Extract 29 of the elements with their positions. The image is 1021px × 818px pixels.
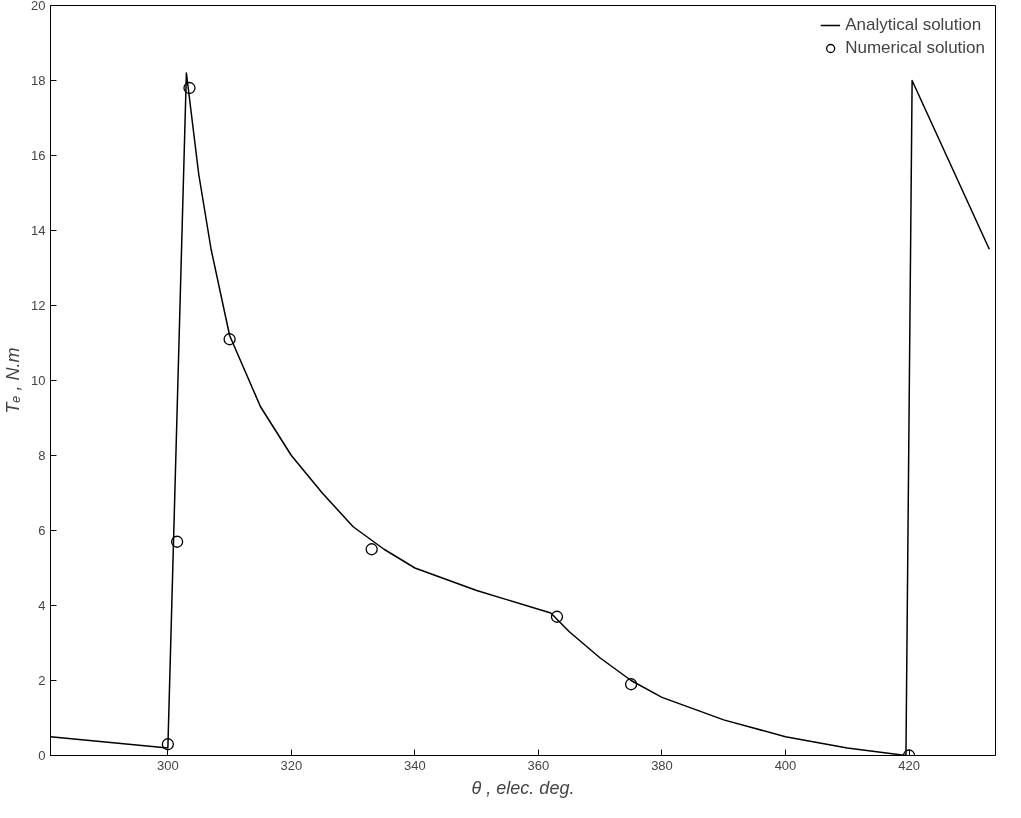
x-tick-label: 340 — [404, 757, 426, 773]
point — [365, 543, 378, 556]
point — [624, 678, 638, 691]
point — [170, 535, 184, 548]
y-tick-label: 12 — [31, 298, 46, 313]
y-tick-label: 10 — [31, 373, 46, 388]
y-tick-label: 0 — [38, 748, 46, 763]
y-tick-label: 6 — [38, 523, 46, 538]
y-tick-label: 14 — [31, 223, 46, 238]
legend-label: Numerical solution — [845, 38, 985, 58]
x-tick-label: 380 — [651, 757, 673, 773]
legend-label: Analytical solution — [845, 15, 982, 35]
y-tick-label: 16 — [31, 148, 46, 163]
y-tick-label: 4 — [38, 598, 46, 613]
y-tick-label: 20 — [31, 0, 46, 13]
y-tick-label: 8 — [38, 448, 46, 463]
x-tick-label: 400 — [774, 757, 797, 773]
x-tick-label: 300 — [157, 757, 179, 773]
x-tick-label: 420 — [898, 757, 920, 773]
x-tick-label: 360 — [527, 757, 550, 773]
y-tick-label: 2 — [38, 673, 46, 688]
point — [550, 610, 564, 623]
point — [161, 738, 174, 751]
y-axis-title: Tₑ , N.m — [3, 347, 24, 414]
point — [183, 81, 196, 95]
y-tick-label: 18 — [31, 73, 46, 88]
x-axis-title: θ , elec. deg. — [471, 777, 575, 798]
point — [223, 333, 236, 346]
x-tick-label: 320 — [280, 757, 303, 773]
